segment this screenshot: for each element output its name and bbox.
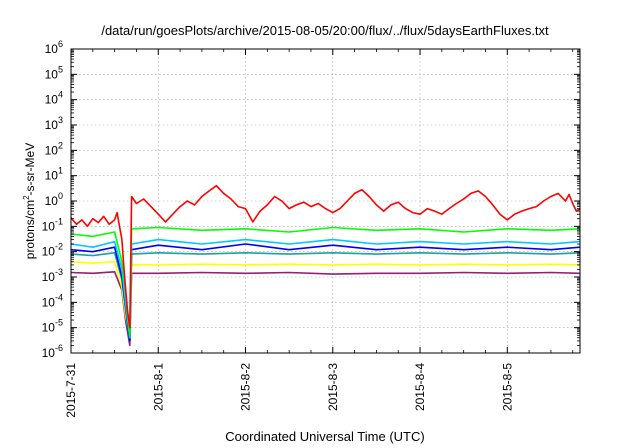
y-axis-label-sup: 2: [22, 195, 31, 200]
y-tick-exponent: -2: [55, 242, 63, 252]
y-tick-base: 10: [45, 93, 59, 107]
y-axis-label-rest: -s-sr-MeV: [23, 143, 37, 196]
axis-ticks: [70, 48, 580, 354]
y-tick-labels: 10-610-510-410-310-210-11001011021031041…: [42, 39, 63, 360]
y-tick-base: 10: [45, 169, 59, 183]
y-tick-label: 100: [45, 191, 63, 208]
y-tick-exponent: 0: [58, 191, 63, 201]
y-tick-base: 10: [45, 194, 59, 208]
x-tick-label: 2015-8-2: [239, 363, 253, 411]
y-tick-exponent: -4: [55, 292, 63, 302]
y-tick-base: 10: [45, 118, 59, 132]
y-tick-label: 105: [45, 64, 63, 81]
y-tick-label: 10-6: [42, 343, 63, 360]
y-tick-label: 10-4: [42, 292, 63, 309]
y-tick-exponent: -3: [55, 267, 63, 277]
y-tick-label: 101: [45, 166, 63, 183]
y-tick-exponent: 5: [58, 64, 63, 74]
y-tick-label: 103: [45, 115, 63, 132]
y-tick-label: 102: [45, 140, 63, 157]
chart-title: /data/run/goesPlots/archive/2015-08-05/2…: [101, 23, 549, 38]
y-tick-exponent: 1: [58, 166, 63, 176]
y-axis-label-main: protons/cm: [23, 200, 37, 259]
flux-series-line: [71, 238, 580, 339]
y-tick-base: 10: [42, 346, 56, 360]
flux-series-line: [71, 260, 580, 337]
y-tick-base: 10: [42, 219, 56, 233]
y-tick-base: 10: [42, 270, 56, 284]
x-tick-labels: 2015-7-31 2015-8-1 2015-8-2 2015-8-3 2015-8-…: [64, 363, 514, 418]
y-tick-label: 106: [45, 39, 63, 56]
x-tick-label: 2015-8-1: [151, 363, 165, 411]
y-tick-base: 10: [45, 42, 59, 56]
flux-series-line: [71, 184, 580, 329]
y-tick-exponent: 2: [58, 140, 63, 150]
x-tick-label: 2015-8-5: [500, 363, 514, 411]
y-tick-exponent: -6: [55, 343, 63, 353]
x-tick-label: 2015-8-4: [413, 363, 427, 411]
x-tick-label: 2015-8-3: [326, 363, 340, 411]
y-axis-label: protons/cm2-s-sr-MeV: [22, 143, 37, 259]
y-tick-exponent: 6: [58, 39, 63, 49]
y-tick-base: 10: [45, 67, 59, 81]
data-series: [71, 184, 580, 347]
y-tick-base: 10: [42, 321, 56, 335]
y-tick-label: 10-2: [42, 242, 63, 259]
y-tick-exponent: 3: [58, 115, 63, 125]
flux-series-line: [71, 270, 580, 347]
x-axis-label: Coordinated Universal Time (UTC): [225, 429, 424, 444]
y-tick-base: 10: [45, 143, 59, 157]
y-tick-label: 10-5: [42, 318, 63, 335]
y-tick-label: 10-3: [42, 267, 63, 284]
y-tick-base: 10: [42, 295, 56, 309]
y-tick-label: 10-1: [42, 216, 63, 233]
y-tick-label: 104: [45, 90, 63, 107]
y-tick-exponent: 4: [58, 90, 63, 100]
y-tick-base: 10: [42, 245, 56, 259]
y-tick-exponent: -1: [55, 216, 63, 226]
x-tick-label: 2015-7-31: [64, 363, 78, 418]
y-tick-exponent: -5: [55, 318, 63, 328]
grid-lines: [71, 49, 580, 353]
flux-series-line: [71, 226, 580, 337]
flux-series-line: [71, 243, 580, 342]
